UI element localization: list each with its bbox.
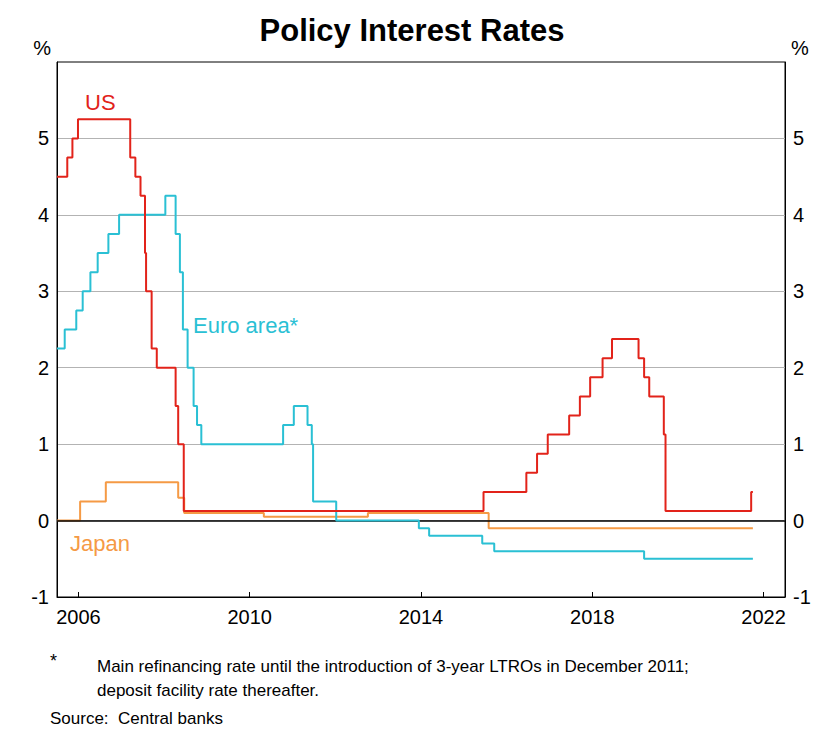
svg-text:0: 0 xyxy=(38,510,49,532)
svg-text:%: % xyxy=(791,37,809,59)
svg-text:deposit facility rate thereaft: deposit facility rate thereafter. xyxy=(97,681,319,700)
svg-text:2014: 2014 xyxy=(399,606,444,628)
svg-text:2018: 2018 xyxy=(570,606,615,628)
svg-text:2: 2 xyxy=(38,357,49,379)
svg-text:Euro area*: Euro area* xyxy=(193,313,299,338)
svg-text:2022: 2022 xyxy=(741,606,786,628)
svg-text:Source: Central banks: Source: Central banks xyxy=(50,709,223,728)
svg-text:5: 5 xyxy=(793,127,804,149)
svg-text:Main refinancing rate until th: Main refinancing rate until the introduc… xyxy=(97,657,694,676)
svg-text:4: 4 xyxy=(793,204,804,226)
svg-text:%: % xyxy=(33,37,51,59)
svg-text:US: US xyxy=(85,90,116,115)
svg-text:5: 5 xyxy=(38,127,49,149)
svg-text:2: 2 xyxy=(793,357,804,379)
svg-text:-1: -1 xyxy=(31,586,49,608)
svg-text:1: 1 xyxy=(793,433,804,455)
svg-text:4: 4 xyxy=(38,204,49,226)
svg-text:3: 3 xyxy=(38,280,49,302)
svg-text:*: * xyxy=(50,651,57,671)
svg-text:Policy Interest Rates: Policy Interest Rates xyxy=(260,13,565,48)
svg-text:1: 1 xyxy=(38,433,49,455)
svg-text:-1: -1 xyxy=(793,586,811,608)
svg-text:2006: 2006 xyxy=(56,606,101,628)
svg-text:3: 3 xyxy=(793,280,804,302)
svg-text:2010: 2010 xyxy=(227,606,272,628)
svg-text:Japan: Japan xyxy=(70,531,130,556)
svg-text:0: 0 xyxy=(793,510,804,532)
